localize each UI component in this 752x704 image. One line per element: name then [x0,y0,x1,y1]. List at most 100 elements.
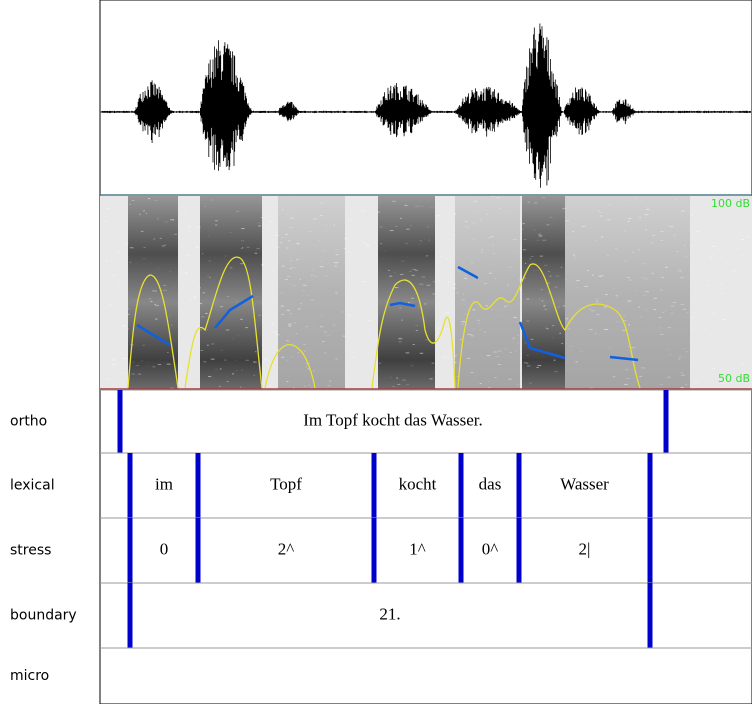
speckle [702,271,706,273]
speckle [522,249,527,251]
speckle [461,321,466,323]
speckle [237,334,240,336]
speckle [389,376,392,378]
speckle [661,276,665,278]
speckle [529,258,531,260]
speckle [111,359,116,361]
speckle [673,302,676,304]
speckle [702,297,706,299]
speckle [544,308,548,310]
speckle [565,318,569,320]
speckle [193,363,196,365]
speckle [425,339,429,341]
speckle [297,242,300,244]
speckle [622,329,627,331]
speckle [596,314,600,316]
speckle [142,258,146,260]
speckle [670,312,674,314]
speckle [615,295,618,297]
speckle [547,292,551,294]
speckle [301,218,302,219]
speckle [182,381,184,383]
speckle [286,380,289,382]
speckle [289,260,293,262]
tier-name: boundary [10,608,77,624]
speckle [709,272,710,273]
speckle [682,347,686,349]
speckle [400,217,402,219]
speckle [433,371,436,373]
speckle [277,367,281,368]
speckle [557,306,561,308]
speckle [401,379,406,381]
speckle [399,336,401,338]
speckle [516,342,520,344]
speckle [253,361,257,363]
speckle [575,257,577,259]
speckle [441,284,443,286]
speckle [646,207,649,209]
speckle [447,260,452,262]
speckle [286,340,289,342]
speckle [660,289,663,291]
speckle [349,381,354,383]
speckle [452,229,455,231]
speckle [538,233,542,235]
speckle [473,201,478,203]
speckle [585,283,588,285]
speckle [117,214,121,216]
speckle [131,199,135,201]
speckle [291,356,293,358]
speckle [481,251,483,253]
speckle [572,254,575,256]
speckle [193,382,197,384]
speckle [129,203,131,205]
speckle [628,324,631,326]
pitch-curve [457,265,479,280]
speckle [498,309,502,311]
speckle [199,229,202,230]
speckle [477,322,481,324]
speckle [399,273,404,275]
speckle [341,311,344,313]
speckle [307,368,310,370]
speckle [694,382,698,384]
speckle [295,319,299,320]
speckle [232,338,234,340]
speckle [174,233,178,235]
speckle [272,314,275,316]
speckle [681,210,685,212]
speckle [474,211,476,213]
speckle [194,317,196,319]
interval-label: 0^ [482,539,499,558]
speckle [495,356,500,358]
speckle [159,237,162,239]
speckle [450,250,452,252]
speckle [578,240,582,242]
speckle [361,280,366,282]
speckle [207,235,210,237]
speckle [638,249,640,251]
speckle [537,371,539,372]
speckle [182,356,186,357]
speckle [696,231,700,233]
speckle [206,275,210,277]
speckle [627,346,629,348]
speckle [121,313,124,315]
speckle [213,298,218,300]
speckle [549,216,553,218]
speckle [290,312,292,314]
speckle [683,308,686,310]
speckle [372,348,374,350]
speckle [345,370,348,372]
speckle [665,266,668,268]
speckle [710,258,713,260]
speckle [350,365,354,367]
speckle [604,328,608,330]
speckle [173,219,175,221]
speckle [531,225,533,227]
speckle [720,292,723,294]
speckle [460,323,465,325]
speckle [412,268,417,270]
speckle [398,341,402,343]
